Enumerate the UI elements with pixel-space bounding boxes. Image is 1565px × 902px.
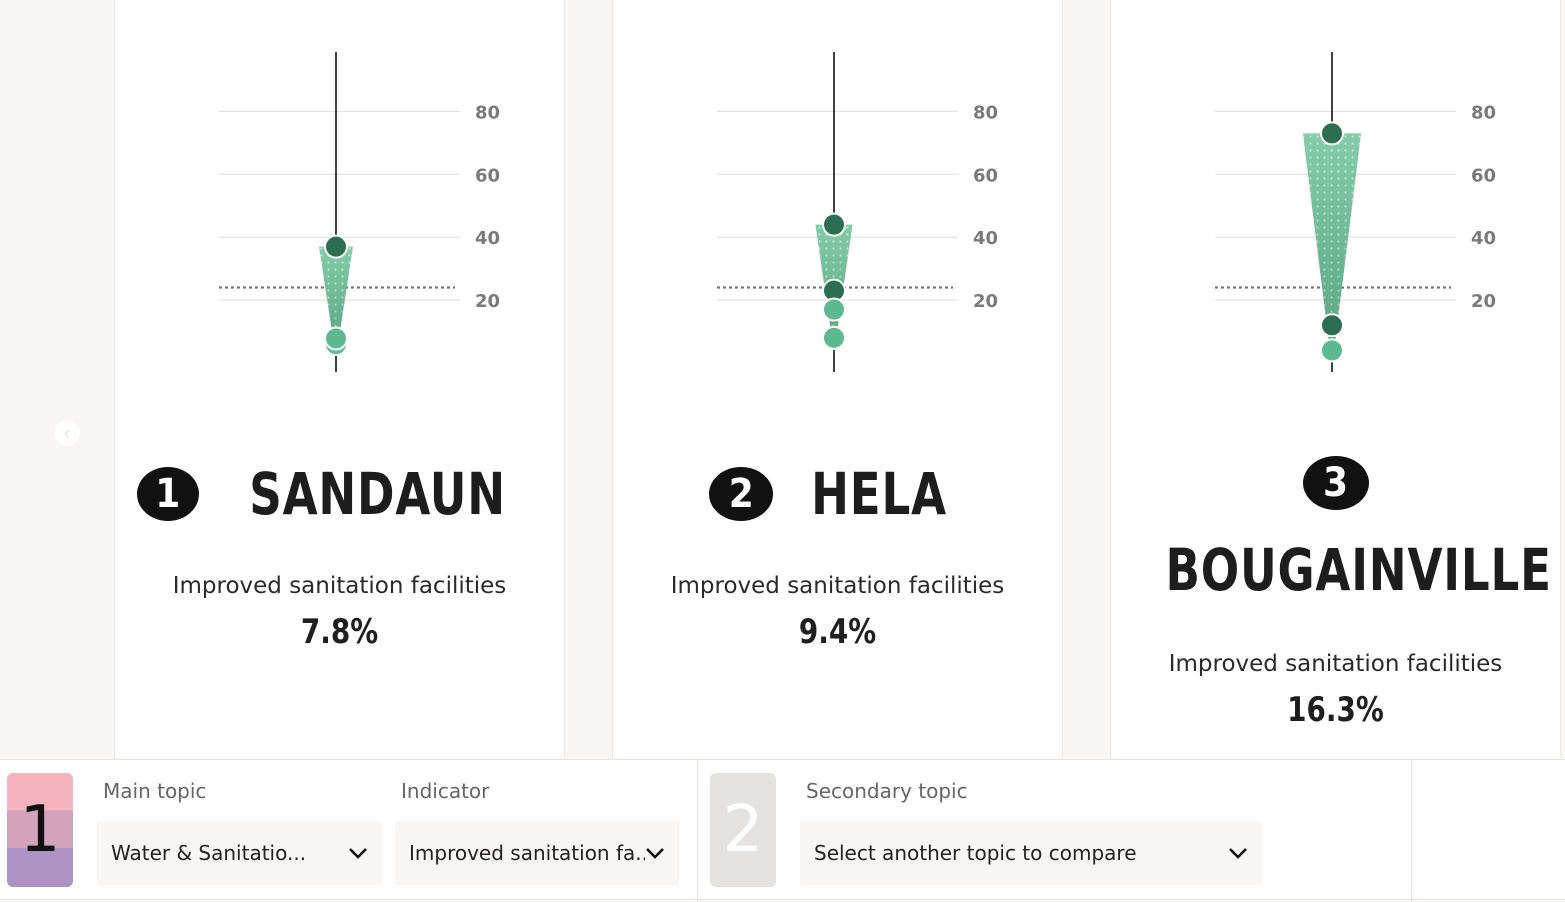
toolbar-divider (1411, 760, 1412, 899)
high-value-dot (324, 234, 348, 259)
y-tick-label: 60 (1471, 165, 1496, 186)
region-card-2: 20 40 60 80 2 HELA Improved sanitation faci… (612, 0, 1063, 758)
range-chart-2: 20 40 60 80 (717, 52, 998, 372)
rank-row: 3 (1111, 456, 1560, 510)
chevron-down-icon (1229, 848, 1247, 859)
chevron-down-icon (349, 848, 367, 859)
rank-badge: 2 (709, 467, 774, 521)
carousel-prev-button[interactable]: ‹ (54, 420, 80, 446)
y-tick-label: 60 (475, 165, 500, 186)
rank-badge: 3 (1302, 456, 1369, 510)
indicator-label: Indicator (401, 779, 490, 803)
region-title: BOUGAINVILLE (1111, 536, 1560, 604)
high-value-dot (1320, 121, 1344, 146)
region-card-1: 20 40 60 80 1 SANDAUN Improved sanitation f… (114, 0, 565, 758)
range-chart-1: 20 40 60 80 (219, 52, 500, 372)
low-value-dot (1320, 338, 1344, 363)
region-name: HELA (810, 460, 947, 528)
metric-value: 7.8% (300, 612, 379, 652)
y-tick-label: 40 (973, 228, 998, 249)
chevron-left-icon: ‹ (64, 423, 70, 443)
y-tick-label: 80 (973, 102, 998, 123)
rank-badge: 1 (136, 467, 199, 521)
y-tick-label: 20 (475, 291, 500, 312)
main-topic-value: Water & Sanitatio... (111, 841, 307, 865)
step-2-badge: 2 (710, 773, 776, 887)
metric-label: Improved sanitation facilities (670, 573, 1005, 599)
low-value-dot (822, 325, 846, 350)
secondary-topic-label: Secondary topic (806, 779, 968, 803)
region-name: BOUGAINVILLE (1165, 536, 1552, 604)
range-chart-3: 20 40 60 80 (1215, 52, 1496, 372)
low-value-dot (324, 326, 348, 351)
y-tick-label: 20 (973, 291, 998, 312)
y-tick-label: 80 (475, 102, 500, 123)
region-card-3: 20 40 60 80 3 BOUGAINVILLE Improved sanitat… (1110, 0, 1561, 758)
low-value-dot (822, 297, 846, 322)
region-title: 2 HELA (613, 460, 1062, 528)
y-tick-label: 60 (973, 165, 998, 186)
step-1-badge: 1 (7, 773, 73, 887)
range-band-texture (319, 246, 353, 345)
metric-value: 9.4% (798, 612, 877, 652)
region-title: 1 SANDAUN (115, 460, 564, 528)
indicator-select[interactable]: Improved sanitation fa... (395, 821, 679, 885)
metric-label: Improved sanitation facilities (172, 573, 507, 599)
main-topic-select[interactable]: Water & Sanitatio... (97, 821, 382, 885)
metric-label: Improved sanitation facilities (1168, 651, 1503, 677)
y-tick-label: 40 (475, 228, 500, 249)
y-tick-label: 20 (1471, 291, 1496, 312)
high-value-dot (822, 212, 846, 237)
topic-toolbar: 1 Main topic Water & Sanitatio... Indica… (0, 759, 1565, 900)
metric-value: 16.3% (1287, 690, 1384, 730)
y-tick-label: 40 (1471, 228, 1496, 249)
secondary-topic-value: Select another topic to compare (814, 841, 1137, 865)
secondary-topic-select[interactable]: Select another topic to compare (800, 821, 1262, 885)
toolbar-divider (697, 760, 698, 899)
region-name: SANDAUN (249, 460, 507, 528)
indicator-value: Improved sanitation fa... (409, 841, 645, 865)
chevron-down-icon (646, 848, 664, 859)
main-topic-label: Main topic (103, 779, 207, 803)
range-band-texture (1302, 133, 1362, 351)
low-value-dot (1320, 313, 1344, 338)
y-tick-label: 80 (1471, 102, 1496, 123)
